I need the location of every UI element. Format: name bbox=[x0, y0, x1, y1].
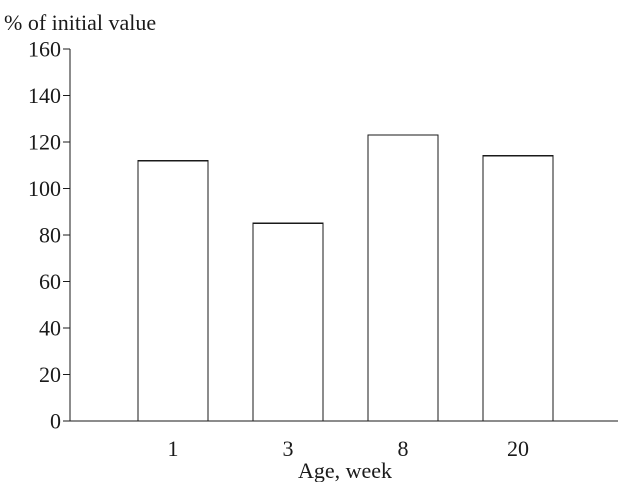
bar-1 bbox=[137, 159, 209, 422]
y-tick-label: 80 bbox=[39, 223, 61, 248]
y-tick-label: 0 bbox=[50, 409, 61, 434]
y-tick-label: 140 bbox=[28, 83, 61, 108]
y-tick-label: 160 bbox=[28, 37, 61, 62]
x-axis-ticks: 1 3 8 20 bbox=[168, 436, 530, 461]
y-tick-label: 60 bbox=[39, 269, 61, 294]
x-tick-label: 3 bbox=[283, 436, 294, 461]
bar-8 bbox=[367, 134, 439, 422]
x-axis-title: Age, week bbox=[298, 458, 392, 482]
x-tick-label: 20 bbox=[507, 436, 529, 461]
y-axis-title: % of initial value bbox=[4, 10, 156, 35]
y-tick-label: 100 bbox=[28, 176, 61, 201]
y-tick-label: 40 bbox=[39, 316, 61, 341]
x-tick-label: 8 bbox=[398, 436, 409, 461]
bar-3 bbox=[252, 222, 324, 422]
y-tick-label: 20 bbox=[39, 362, 61, 387]
bars bbox=[137, 134, 554, 422]
x-tick-label: 1 bbox=[168, 436, 179, 461]
bar-20 bbox=[482, 155, 554, 422]
y-tick-label: 120 bbox=[28, 130, 61, 155]
y-axis-ticks: 0 20 40 60 80 100 120 140 160 bbox=[28, 37, 70, 434]
